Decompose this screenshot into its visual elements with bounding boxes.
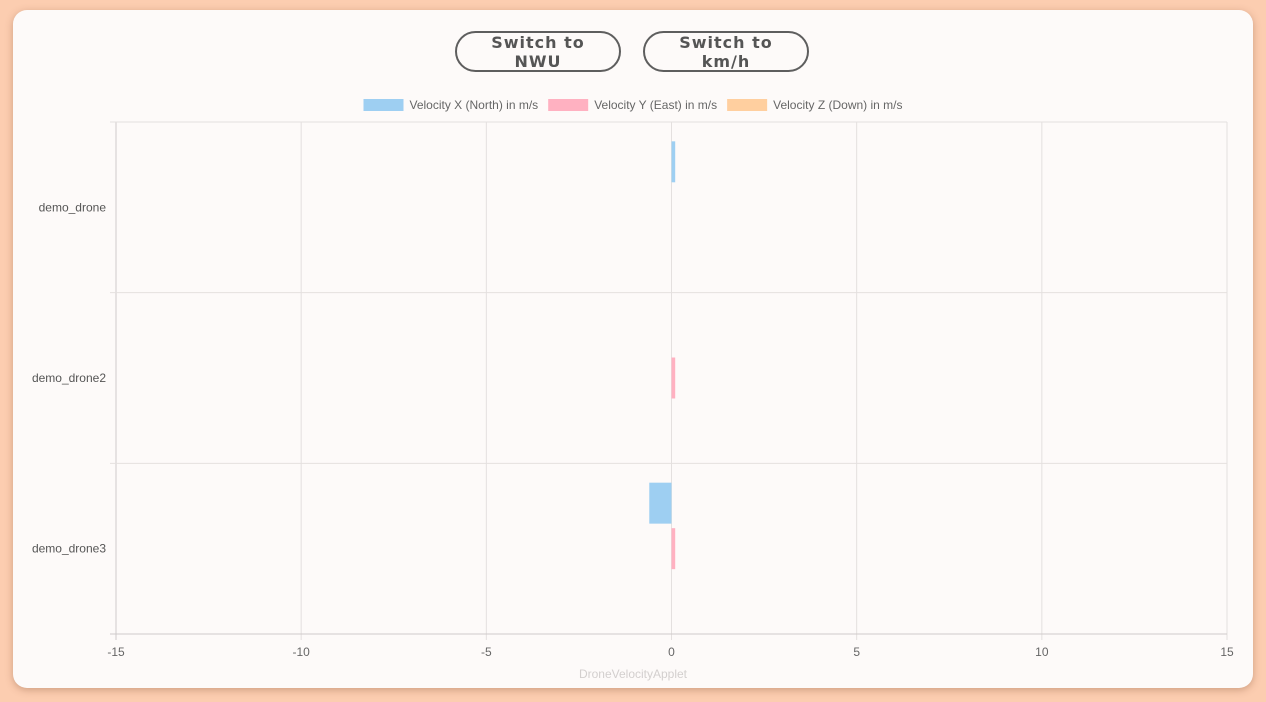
x-tick-label: -5 xyxy=(481,645,492,659)
bar-demo_drone3-series-1 xyxy=(649,482,672,524)
legend-swatch xyxy=(363,99,404,111)
switch-frame-button[interactable]: Switch to NWU xyxy=(455,31,621,72)
legend-swatch xyxy=(727,99,768,111)
bar-demo_drone3-series-2 xyxy=(671,528,676,570)
legend-swatch xyxy=(548,99,589,111)
switch-units-button[interactable]: Switch to km/h xyxy=(643,31,809,72)
x-tick-label: 0 xyxy=(668,645,675,659)
bar-demo_drone2-series-2 xyxy=(671,357,676,399)
category-label: demo_drone3 xyxy=(32,542,106,556)
x-tick-label: 10 xyxy=(1035,645,1049,659)
legend-label: Velocity Z (Down) in m/s xyxy=(773,98,902,112)
legend-label: Velocity X (North) in m/s xyxy=(409,98,538,112)
applet-name-label: DroneVelocityApplet xyxy=(579,667,688,681)
x-tick-label: -15 xyxy=(107,645,125,659)
category-label: demo_drone xyxy=(39,200,107,214)
bar-demo_drone-series-1 xyxy=(671,141,676,183)
legend-label: Velocity Y (East) in m/s xyxy=(594,98,717,112)
x-tick-label: 5 xyxy=(853,645,860,659)
x-tick-label: -10 xyxy=(292,645,310,659)
x-tick-label: 15 xyxy=(1220,645,1234,659)
applet-card: Switch to NWU Switch to km/h xyxy=(13,10,1253,688)
category-label: demo_drone2 xyxy=(32,371,106,385)
